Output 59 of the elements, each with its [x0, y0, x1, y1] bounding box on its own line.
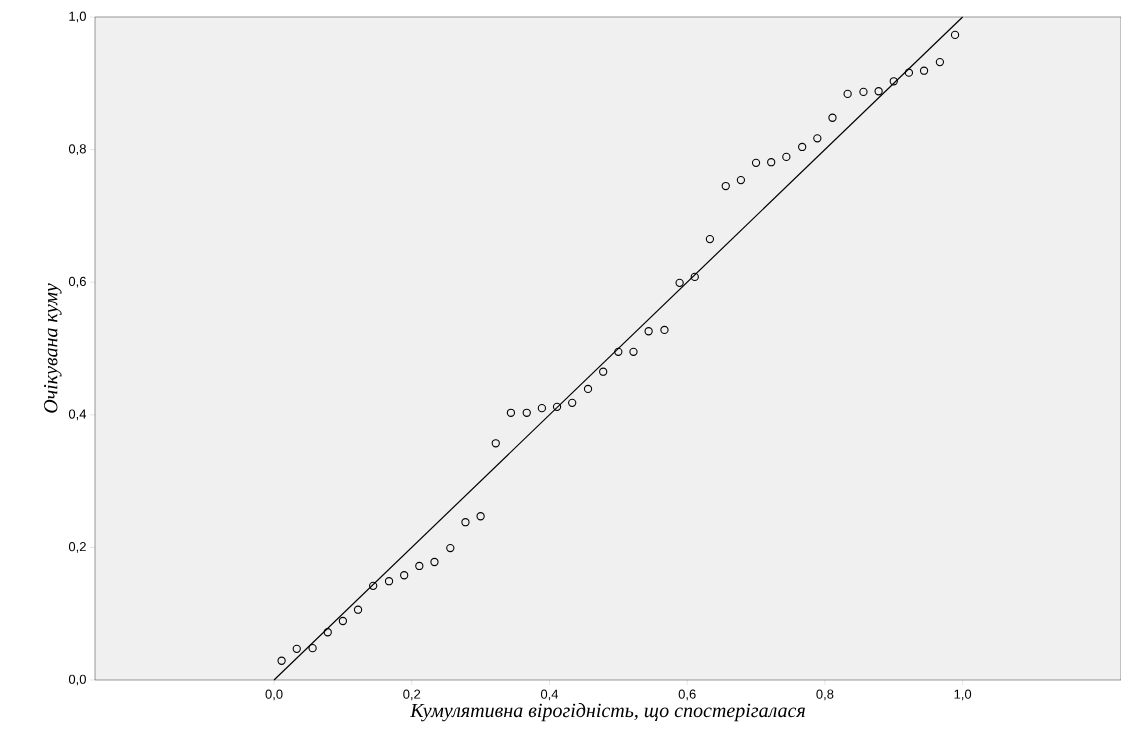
point	[889, 77, 898, 86]
point	[644, 327, 653, 336]
point	[461, 518, 470, 527]
x-tick-label: 0,0	[265, 689, 283, 701]
x-tick-label: 0,6	[678, 689, 696, 701]
point	[813, 134, 822, 143]
point	[599, 367, 608, 376]
point	[843, 89, 852, 99]
point	[415, 561, 424, 571]
point	[568, 398, 577, 408]
point	[292, 644, 301, 653]
point	[552, 402, 562, 411]
point	[400, 571, 409, 580]
point	[506, 408, 516, 417]
point	[736, 175, 746, 185]
point	[675, 278, 684, 288]
point	[323, 628, 332, 637]
point	[782, 152, 791, 162]
point	[828, 113, 837, 122]
point	[277, 656, 286, 665]
y-tick-label: 0,6	[68, 276, 86, 288]
point	[950, 30, 960, 40]
point	[767, 158, 776, 167]
x-tick-label: 0,8	[816, 689, 834, 701]
point	[705, 234, 715, 244]
point	[353, 605, 363, 614]
y-tick-label: 0,8	[68, 144, 86, 155]
point	[690, 272, 699, 282]
x-axis-title: Кумулятивна вірогідність, що спостерігалася	[410, 703, 805, 722]
point	[629, 347, 638, 356]
point	[430, 557, 439, 567]
point	[522, 408, 531, 417]
point	[721, 181, 730, 191]
point	[751, 158, 761, 167]
y-tick-label: 1,0	[69, 11, 86, 23]
y-axis-title: Очікувана куму	[44, 283, 62, 413]
point	[384, 577, 394, 586]
point	[859, 87, 868, 97]
point	[491, 439, 500, 448]
point	[904, 68, 914, 77]
y-tick-label: 0,0	[68, 674, 86, 686]
point	[798, 142, 807, 152]
point	[935, 57, 945, 67]
point	[369, 581, 378, 590]
x-tick-label: 0,4	[540, 689, 559, 701]
point	[614, 347, 623, 356]
point	[308, 644, 317, 653]
point	[919, 66, 929, 75]
point	[338, 616, 348, 626]
point	[583, 384, 593, 394]
x-tick-label: 1,0	[954, 689, 972, 701]
y-tick-label: 0,2	[68, 542, 86, 553]
point	[874, 87, 883, 96]
point	[660, 325, 669, 335]
point	[476, 512, 485, 521]
point	[446, 543, 455, 553]
y-tick-label: 0,4	[68, 409, 87, 421]
x-tick-label: 0,2	[403, 689, 421, 701]
point	[537, 404, 547, 413]
